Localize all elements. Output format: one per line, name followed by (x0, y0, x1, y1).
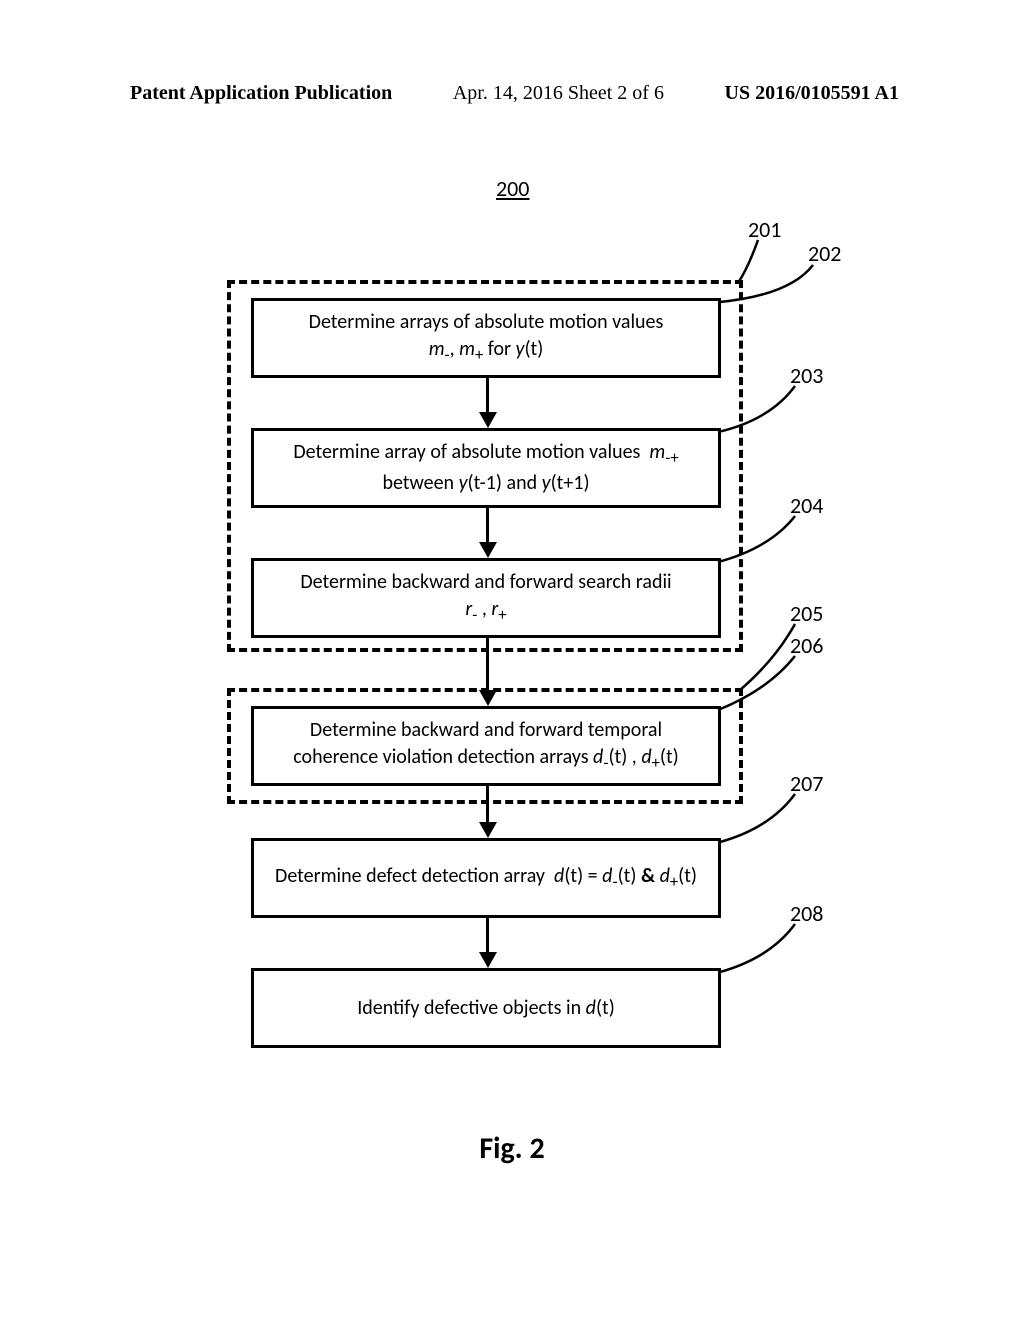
leader-curves (0, 0, 1024, 1320)
flow-arrow (486, 638, 489, 692)
flow-arrow-head (479, 412, 497, 428)
flow-arrow (486, 508, 489, 544)
flow-arrow-head (479, 822, 497, 838)
flow-arrow (486, 378, 489, 414)
flow-arrow-head (479, 542, 497, 558)
flow-arrow (486, 918, 489, 954)
flow-arrow (486, 786, 489, 824)
figure-caption: Fig. 2 (0, 1130, 1024, 1167)
patent-figure-page: Patent Application Publication Apr. 14, … (0, 0, 1024, 1320)
flow-arrow-head (479, 690, 497, 706)
flow-arrow-head (479, 952, 497, 968)
